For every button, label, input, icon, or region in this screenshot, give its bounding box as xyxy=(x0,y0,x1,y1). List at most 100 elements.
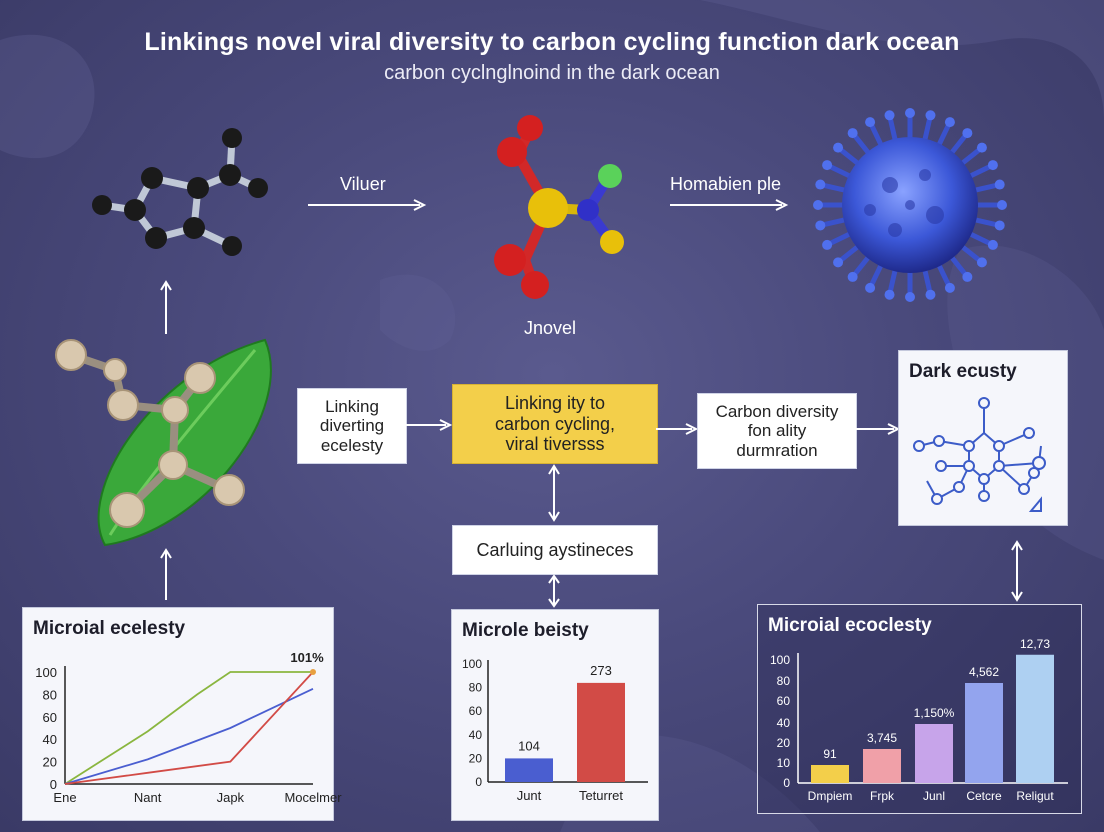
arrow-right-icon xyxy=(406,419,453,431)
virus-spike-tip xyxy=(847,128,858,139)
virus-spike-tip xyxy=(815,179,826,190)
virus-spike-tip xyxy=(833,257,844,268)
page-subtitle: carbon cyclnglnoind in the dark ocean xyxy=(384,62,720,84)
double-arrow-icon xyxy=(1011,540,1023,602)
data-label: 104 xyxy=(518,738,540,753)
flow-box-center-line: Linking ity to xyxy=(504,392,606,413)
x-tick-label: Mocelmer xyxy=(284,790,342,805)
bar-chart-panel-1: Microle beisty 0 20 40 60 80 100 104 Junt 273 Tet… xyxy=(451,609,659,821)
flow-box-linking-line: diverting xyxy=(319,416,385,436)
series-line xyxy=(64,671,314,785)
double-arrow-icon xyxy=(548,464,560,522)
virus-spike-tip xyxy=(944,117,955,128)
virus-spike-tip xyxy=(962,271,973,282)
arrow-label-1: Viluer xyxy=(340,174,386,194)
molecule-illustration-1 xyxy=(92,128,268,256)
network-panel: Dark ecusty xyxy=(898,350,1068,526)
virus-spike-tip xyxy=(822,160,833,171)
y-tick-label: 0 xyxy=(50,777,57,792)
data-label: 12,73 xyxy=(1020,637,1050,651)
chart-title: Microial ecoclesty xyxy=(768,615,932,636)
network-graph-icon xyxy=(913,397,1046,512)
virus-spike-tip xyxy=(925,110,936,121)
x-tick-label: Ene xyxy=(53,790,76,805)
bar xyxy=(577,682,625,782)
virus-spike-tip xyxy=(997,200,1007,210)
virus-spike-tip xyxy=(987,239,998,250)
y-tick-label: 40 xyxy=(469,728,483,742)
y-tick-label: 40 xyxy=(777,716,791,730)
virus-spike-tip xyxy=(976,142,987,153)
virus-spike-tip xyxy=(822,239,833,250)
bar xyxy=(811,765,849,783)
virus-spike-tip xyxy=(905,292,915,302)
x-tick-label: Frpk xyxy=(870,789,895,803)
x-tick-label: Japk xyxy=(217,790,245,805)
virus-spike-tip xyxy=(833,142,844,153)
molecule-label: Jnovel xyxy=(524,318,577,338)
x-tick-label: Nant xyxy=(134,790,162,805)
data-label: 273 xyxy=(590,663,612,678)
flow-box-linking: Linking diverting ecelesty xyxy=(297,388,407,464)
flow-box-center-line: viral tiversss xyxy=(505,434,605,455)
y-tick-label: 60 xyxy=(777,694,791,708)
data-label: 1,150% xyxy=(914,706,955,720)
y-tick-label: 0 xyxy=(783,776,790,790)
flow-box-carbon: Carbon diversity fon ality durmration xyxy=(697,393,857,469)
flow-box-carbon-line: durmration xyxy=(736,440,818,460)
bar xyxy=(505,758,553,782)
data-point xyxy=(310,669,316,675)
flow-box-carluing: Carluing aystineces xyxy=(452,525,658,575)
virus-spike-tip xyxy=(884,110,895,121)
data-label: 3,745 xyxy=(867,731,897,745)
line-chart: 0 20 40 60 80 100 Ene Nant Japk Mocelmer 101% xyxy=(35,650,342,805)
virus-spike-tip xyxy=(815,220,826,231)
y-tick-label: 20 xyxy=(43,755,57,770)
arrow-up-icon xyxy=(160,280,172,334)
series-line xyxy=(64,687,314,785)
y-tick-label: 20 xyxy=(469,751,483,765)
double-arrow-icon xyxy=(548,574,560,608)
arrow-right-icon xyxy=(656,423,699,435)
flow-box-center-line: carbon cycling, xyxy=(494,413,616,434)
virus-spike-tip xyxy=(944,282,955,293)
x-tick-label: Junt xyxy=(517,788,542,803)
arrow-right-icon xyxy=(670,199,789,211)
virus-spike-tip xyxy=(865,282,876,293)
leaf-molecule-illustration xyxy=(55,338,272,547)
arrow-right-icon xyxy=(308,199,427,211)
virus-spike-tip xyxy=(905,108,915,118)
y-tick-label: 0 xyxy=(475,775,482,789)
bar-chart-2: 0 10 20 40 60 80 100 91 Dmpiem 3,745 Frpk 1,150% Jun… xyxy=(770,637,1068,803)
x-tick-label: Cetcre xyxy=(966,789,1002,803)
y-tick-label: 100 xyxy=(35,665,57,680)
y-tick-label: 80 xyxy=(469,681,483,695)
data-label: 91 xyxy=(823,747,837,761)
y-tick-label: 80 xyxy=(43,687,57,702)
virus-spike-tip xyxy=(962,128,973,139)
y-tick-label: 60 xyxy=(43,710,57,725)
x-tick-label: Teturret xyxy=(579,788,623,803)
y-tick-label: 10 xyxy=(777,756,791,770)
y-tick-label: 100 xyxy=(770,653,790,667)
virus-spike-tip xyxy=(847,271,858,282)
arrow-label-2: Homabien ple xyxy=(670,174,782,194)
flow-box-carbon-line: fon ality xyxy=(747,421,807,441)
virus-icon xyxy=(813,108,1007,302)
chart-title: Microial ecelesty xyxy=(33,618,186,639)
x-tick-label: Religut xyxy=(1016,789,1054,803)
y-tick-label: 20 xyxy=(777,736,791,750)
data-label: 101% xyxy=(290,650,324,665)
virus-spike-tip xyxy=(884,289,895,300)
virus-spike-tip xyxy=(987,160,998,171)
page-title: Linkings novel viral diversity to carbon… xyxy=(144,28,960,56)
x-tick-label: Junl xyxy=(923,789,945,803)
line-chart-panel: Microial ecelesty 0 20 40 60 80 100 Ene Nant Jap… xyxy=(22,607,342,821)
bar-chart-panel-2: Microial ecoclesty 0 10 20 40 60 80 100 91 Dmpie… xyxy=(757,604,1082,814)
y-tick-label: 80 xyxy=(777,674,791,688)
y-tick-label: 100 xyxy=(462,657,482,671)
y-tick-label: 40 xyxy=(43,732,57,747)
flow-box-carbon-line: Carbon diversity xyxy=(715,401,839,421)
flow-box-center: Linking ity to carbon cycling, viral tiv… xyxy=(452,384,658,464)
virus-spike-tip xyxy=(813,200,823,210)
